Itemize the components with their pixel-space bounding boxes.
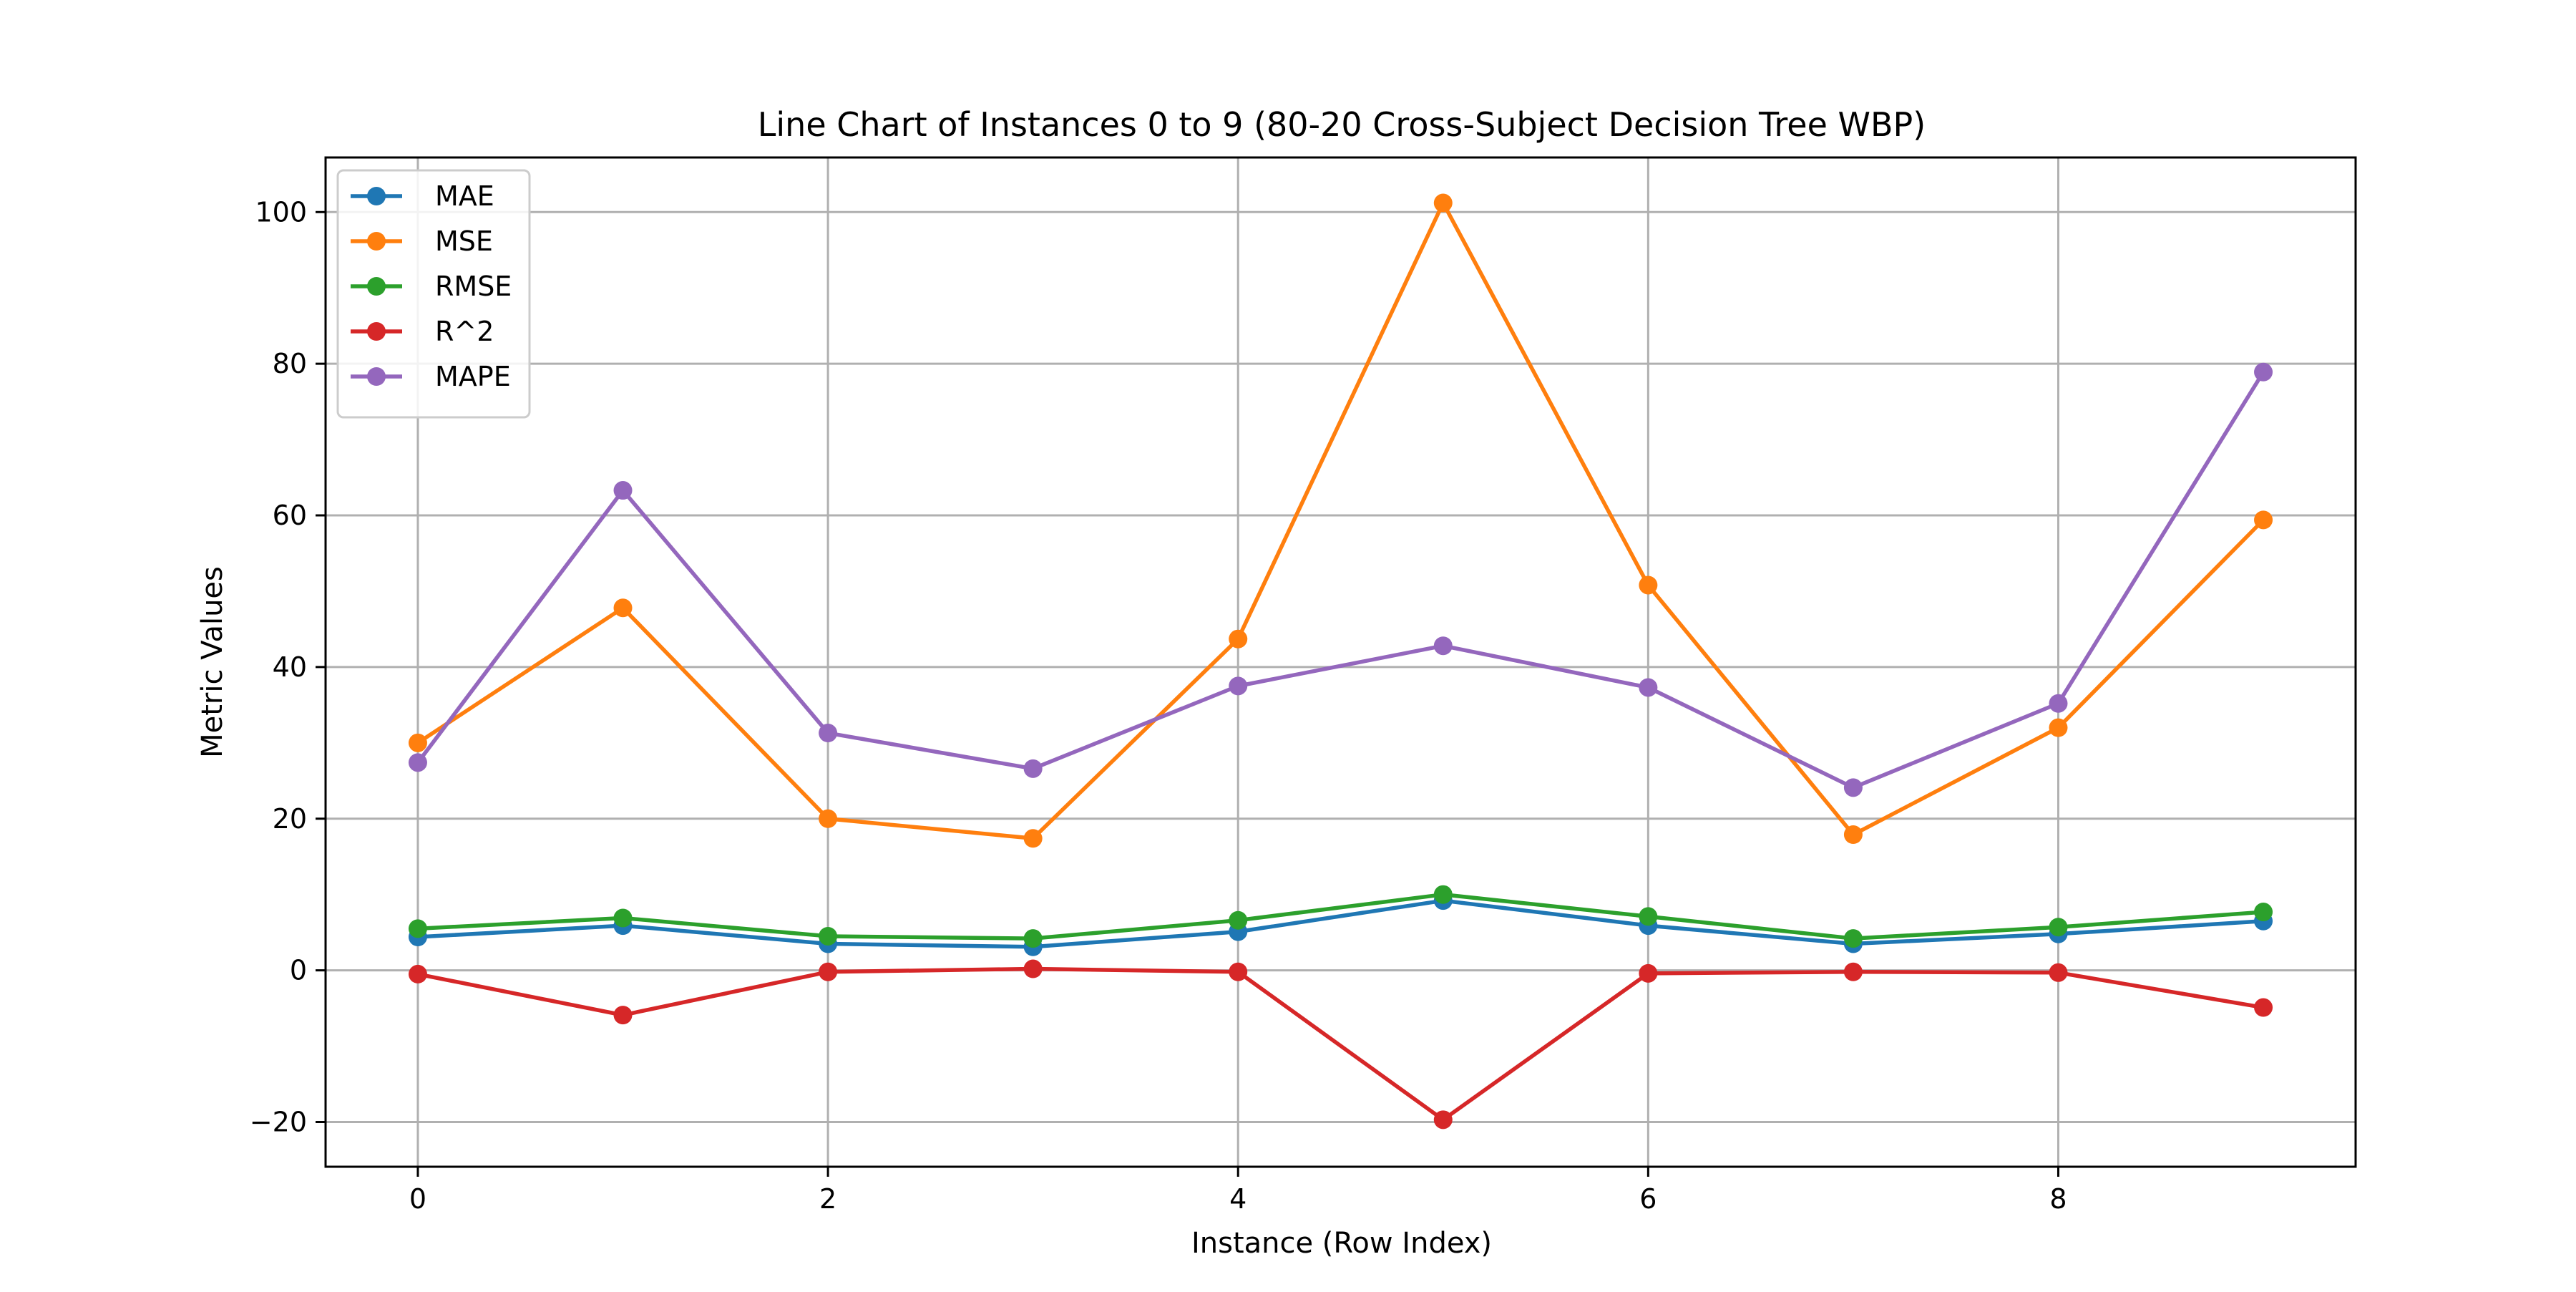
- series-mse: [408, 193, 2273, 848]
- data-point-rmse: [1433, 885, 1453, 904]
- data-point-mse: [2049, 718, 2068, 737]
- data-point-rmse: [2254, 903, 2273, 922]
- data-point-mse: [1843, 825, 1863, 845]
- data-point-r-2: [819, 962, 838, 981]
- y-tick-label: −20: [250, 1106, 307, 1137]
- series-line-rmse: [417, 892, 2264, 941]
- x-axis-label: Instance (Row Index): [1191, 1227, 1492, 1260]
- data-point-mape: [819, 724, 838, 743]
- data-point-rmse: [1023, 929, 1043, 948]
- y-tick-label: 40: [273, 651, 307, 683]
- legend-swatch-marker: [367, 367, 386, 386]
- y-tick-label: 100: [255, 196, 307, 228]
- data-point-r-2: [1023, 959, 1043, 978]
- legend-label: RMSE: [435, 271, 512, 302]
- x-tick-label: 8: [2049, 1183, 2067, 1215]
- legend-label: MAPE: [435, 361, 511, 392]
- data-point-rmse: [1639, 907, 1658, 926]
- data-point-r-2: [1433, 1110, 1453, 1130]
- legend-label: MAE: [435, 180, 494, 212]
- data-point-rmse: [1229, 910, 1248, 930]
- legend-swatch-marker: [367, 277, 386, 296]
- x-tick-label: 0: [409, 1183, 426, 1215]
- series-rmse: [408, 885, 2273, 948]
- series-line-mape: [416, 371, 2265, 790]
- data-point-mape: [1639, 678, 1658, 697]
- data-point-mape: [1433, 636, 1453, 656]
- data-point-mse: [1433, 193, 1453, 213]
- x-tick-label: 4: [1229, 1183, 1246, 1215]
- legend-item-mse: MSE: [351, 225, 493, 257]
- series-layer: [408, 193, 2273, 1130]
- series-mape: [408, 362, 2273, 797]
- x-tick-label: 2: [819, 1183, 836, 1215]
- series-line-mae: [417, 898, 2264, 949]
- x-tick-label: 6: [1639, 1183, 1657, 1215]
- data-point-mse: [408, 733, 427, 752]
- data-point-r-2: [2254, 998, 2273, 1017]
- series-line-r-2: [417, 966, 2264, 1122]
- data-point-mse: [1229, 629, 1248, 649]
- plot-area-frame: [324, 156, 2357, 1168]
- data-point-mse: [819, 809, 838, 828]
- data-point-rmse: [613, 908, 633, 928]
- y-tick-label: 20: [273, 803, 307, 835]
- data-point-mse: [1023, 829, 1043, 848]
- data-point-rmse: [408, 919, 427, 938]
- legend-swatch-marker: [367, 187, 386, 205]
- data-point-mape: [1229, 676, 1248, 696]
- data-point-mape: [408, 753, 427, 772]
- data-point-mape: [613, 481, 633, 500]
- data-point-mse: [613, 598, 633, 618]
- data-point-mape: [1843, 778, 1863, 797]
- data-point-r-2: [1843, 962, 1863, 981]
- data-point-rmse: [1843, 929, 1863, 948]
- data-point-mape: [2254, 362, 2273, 382]
- legend: MAE MSE RMSE R^2 MAPE: [336, 169, 531, 419]
- legend-item-mae: MAE: [351, 180, 494, 212]
- data-point-r-2: [1639, 963, 1658, 983]
- chart-title: Line Chart of Instances 0 to 9 (80-20 Cr…: [758, 105, 1926, 144]
- legend-swatch-marker: [367, 322, 386, 341]
- y-tick-label: 0: [290, 955, 307, 986]
- data-point-r-2: [613, 1006, 633, 1025]
- data-point-mape: [1023, 759, 1043, 778]
- data-point-rmse: [819, 926, 838, 946]
- legend-label: MSE: [435, 225, 493, 257]
- y-axis-label: Metric Values: [196, 566, 229, 758]
- series-line-mse: [416, 200, 2265, 841]
- data-point-rmse: [2049, 918, 2068, 937]
- tick-layer: 0 2 4 6 8 −20 0 20 40 60 80 100: [250, 196, 2067, 1215]
- data-point-mse: [1639, 575, 1658, 595]
- series-r-2: [408, 959, 2273, 1130]
- data-point-mape: [2049, 694, 2068, 713]
- legend-swatch-marker: [367, 232, 386, 251]
- y-tick-label: 60: [273, 500, 307, 531]
- legend-label: R^2: [435, 316, 494, 347]
- legend-item-mape: MAPE: [351, 361, 511, 392]
- legend-item-r-2: R^2: [351, 316, 494, 347]
- y-tick-label: 80: [273, 348, 307, 379]
- data-point-r-2: [2049, 963, 2068, 982]
- data-point-r-2: [408, 964, 427, 983]
- data-point-r-2: [1229, 962, 1248, 981]
- legend-frame: [336, 169, 531, 419]
- data-point-mse: [2254, 510, 2273, 530]
- legend-item-rmse: RMSE: [351, 271, 512, 302]
